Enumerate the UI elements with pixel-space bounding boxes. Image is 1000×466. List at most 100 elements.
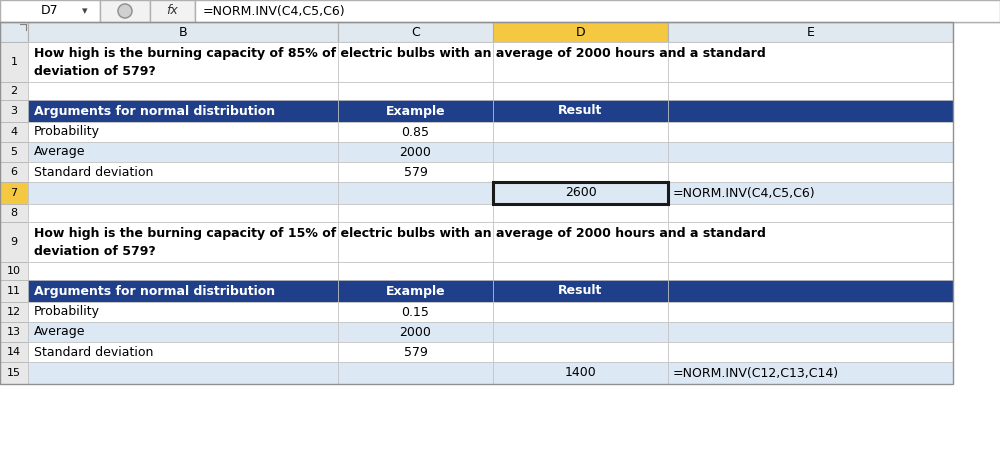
Text: 11: 11 <box>7 286 21 296</box>
Text: 2000: 2000 <box>400 325 431 338</box>
Text: Example: Example <box>386 104 445 117</box>
Text: 6: 6 <box>10 167 18 177</box>
Text: Example: Example <box>386 285 445 297</box>
Bar <box>28 362 338 384</box>
Text: 2000: 2000 <box>400 145 431 158</box>
Bar <box>28 122 338 142</box>
Text: 579: 579 <box>404 345 427 358</box>
Bar <box>338 342 493 362</box>
Text: 7: 7 <box>10 188 18 198</box>
Text: ▾: ▾ <box>82 6 88 16</box>
Bar <box>493 182 668 204</box>
Bar <box>338 302 493 322</box>
Bar <box>338 122 493 142</box>
Text: 1: 1 <box>10 57 18 67</box>
Text: deviation of 579?: deviation of 579? <box>34 65 156 78</box>
Bar <box>0 262 28 280</box>
Bar <box>338 262 493 280</box>
Text: Probability: Probability <box>34 306 100 318</box>
Text: 5: 5 <box>10 147 18 157</box>
Bar <box>668 262 953 280</box>
Bar <box>0 362 28 384</box>
Bar <box>668 22 953 42</box>
Text: =NORM.INV(C4,C5,C6): =NORM.INV(C4,C5,C6) <box>203 5 346 18</box>
Bar <box>0 302 28 322</box>
Bar <box>668 222 953 262</box>
Bar <box>493 22 668 42</box>
Text: Standard deviation: Standard deviation <box>34 345 153 358</box>
Text: 0.15: 0.15 <box>402 306 429 318</box>
Bar <box>28 22 338 42</box>
Bar <box>493 342 668 362</box>
Text: 10: 10 <box>7 266 21 276</box>
Bar <box>493 182 668 204</box>
Text: Probability: Probability <box>34 125 100 138</box>
Bar <box>668 122 953 142</box>
Bar <box>668 142 953 162</box>
Text: 579: 579 <box>404 165 427 178</box>
Text: 8: 8 <box>10 208 18 218</box>
Bar <box>493 142 668 162</box>
Bar <box>0 182 28 204</box>
Bar <box>493 100 668 122</box>
Bar <box>493 162 668 182</box>
Bar <box>0 0 1000 22</box>
Bar <box>668 322 953 342</box>
Bar <box>28 142 338 162</box>
Text: Average: Average <box>34 145 86 158</box>
Text: 14: 14 <box>7 347 21 357</box>
Bar <box>493 280 668 302</box>
Text: Arguments for normal distribution: Arguments for normal distribution <box>34 285 275 297</box>
Text: 0.85: 0.85 <box>402 125 430 138</box>
Bar <box>28 262 338 280</box>
Text: Arguments for normal distribution: Arguments for normal distribution <box>34 104 275 117</box>
Text: 13: 13 <box>7 327 21 337</box>
Bar <box>0 280 28 302</box>
Bar <box>338 322 493 342</box>
Bar <box>668 100 953 122</box>
Bar <box>338 162 493 182</box>
Text: B: B <box>179 26 187 39</box>
Bar <box>338 142 493 162</box>
Bar <box>668 280 953 302</box>
Bar <box>493 322 668 342</box>
Bar <box>338 82 493 100</box>
Bar <box>28 182 338 204</box>
Bar <box>338 22 493 42</box>
Bar <box>0 22 953 384</box>
Bar <box>28 162 338 182</box>
Text: Result: Result <box>558 104 603 117</box>
Bar <box>0 82 28 100</box>
Text: deviation of 579?: deviation of 579? <box>34 245 156 258</box>
Bar <box>338 280 493 302</box>
Circle shape <box>118 4 132 18</box>
Text: Standard deviation: Standard deviation <box>34 165 153 178</box>
Bar <box>28 302 338 322</box>
Bar <box>0 204 28 222</box>
Bar <box>0 222 28 262</box>
Bar <box>100 0 150 22</box>
Bar <box>493 302 668 322</box>
Text: 9: 9 <box>10 237 18 247</box>
Bar <box>668 162 953 182</box>
Bar <box>0 342 28 362</box>
Bar <box>28 322 338 342</box>
Bar <box>0 122 28 142</box>
Bar <box>28 342 338 362</box>
Bar <box>668 362 953 384</box>
Bar <box>28 82 338 100</box>
Bar <box>0 22 28 42</box>
Bar <box>150 0 195 22</box>
Text: Result: Result <box>558 285 603 297</box>
Bar <box>28 222 338 262</box>
Text: fx: fx <box>166 5 178 18</box>
Text: C: C <box>411 26 420 39</box>
Bar <box>338 42 493 82</box>
Bar <box>668 42 953 82</box>
Text: =NORM.INV(C4,C5,C6): =NORM.INV(C4,C5,C6) <box>673 186 816 199</box>
Bar <box>338 182 493 204</box>
Bar <box>668 182 953 204</box>
Bar <box>668 302 953 322</box>
Bar <box>0 142 28 162</box>
Bar <box>338 204 493 222</box>
